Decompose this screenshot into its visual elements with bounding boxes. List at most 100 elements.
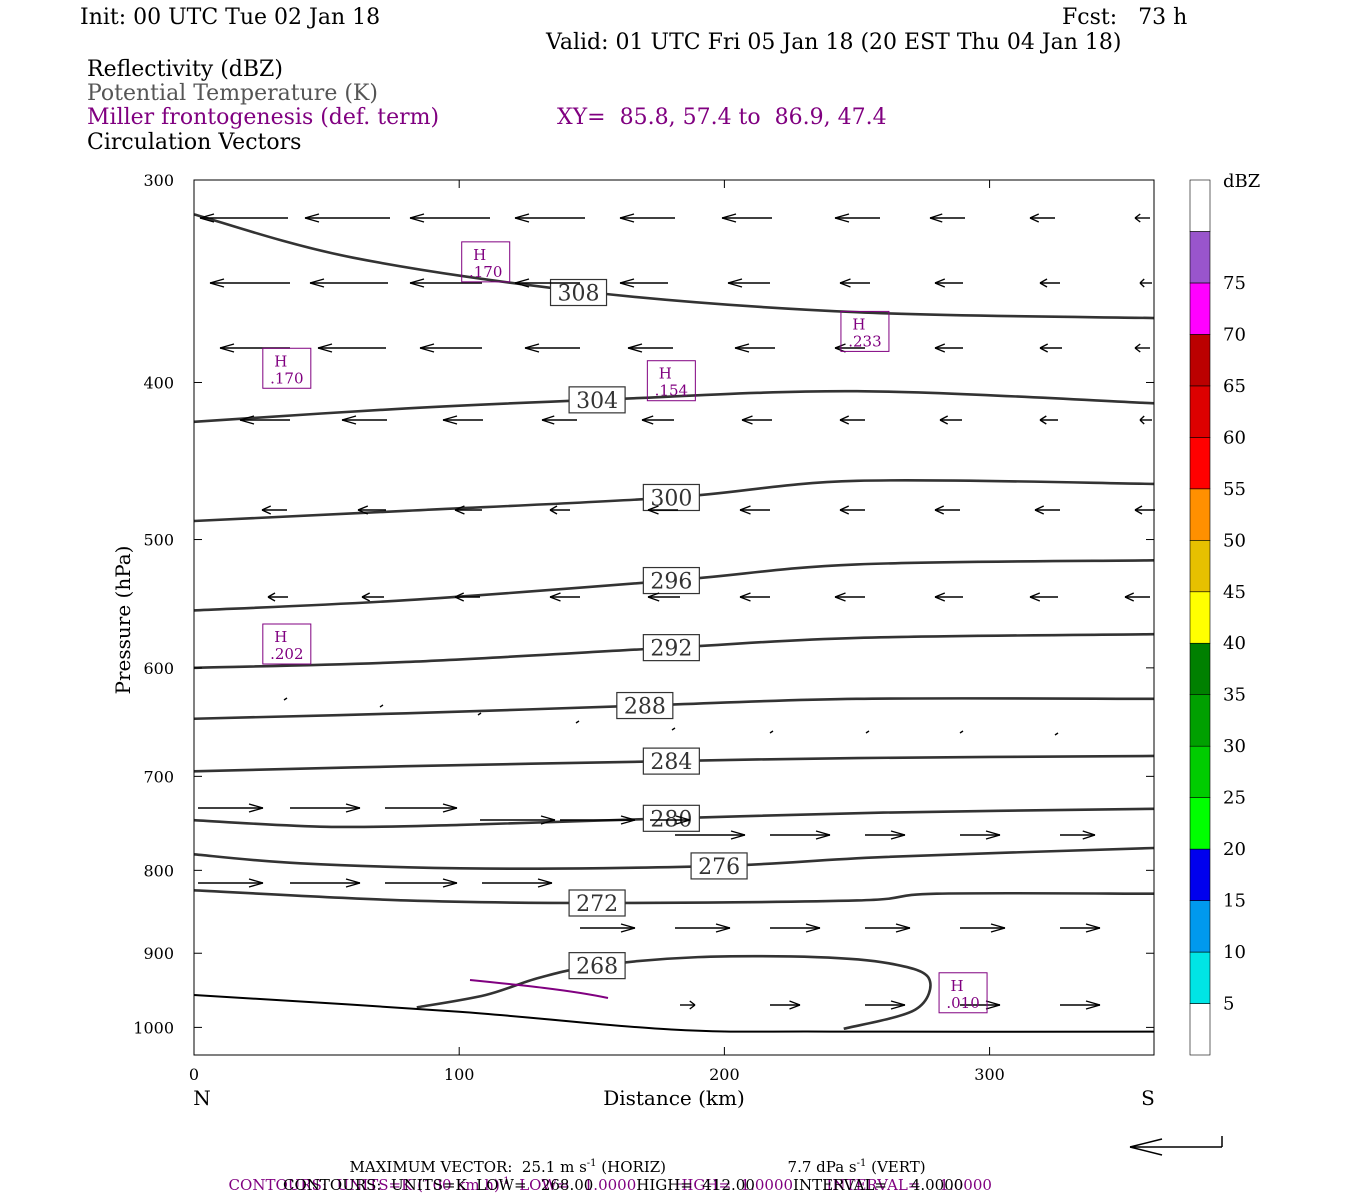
- field-frontogenesis: Miller frontogenesis (def. term): [87, 105, 440, 130]
- vector-head: [715, 923, 731, 929]
- colorbar-swatch: [1189, 488, 1211, 541]
- vector-head: [261, 505, 272, 511]
- maxima-letter: H: [951, 977, 964, 995]
- vector-head: [620, 927, 636, 933]
- vector-head: [815, 834, 831, 840]
- vector-head: [619, 278, 635, 284]
- vector-head: [934, 282, 946, 288]
- vector-small: [959, 730, 964, 734]
- maxima-value: .170: [469, 263, 502, 281]
- y-tick-label: 600: [143, 659, 174, 678]
- theta-contour-272: [193, 888, 1155, 905]
- vector-head: [1139, 278, 1145, 284]
- vector-head: [815, 830, 831, 836]
- vector-head: [890, 830, 906, 836]
- vector-head: [341, 419, 357, 425]
- vector-head: [929, 213, 943, 219]
- y-tick-label: 300: [143, 171, 174, 190]
- vector-head: [419, 347, 435, 353]
- maxima-box: [262, 347, 312, 389]
- max-vector-vert: 7.7 dPa s: [787, 1158, 857, 1176]
- vector-head: [248, 882, 264, 888]
- vector-head: [789, 1000, 801, 1006]
- vector-head: [834, 217, 850, 223]
- colorbar-swatch: [1189, 745, 1211, 798]
- vector-head: [537, 882, 553, 888]
- vector-head: [345, 882, 361, 888]
- vector-head: [1034, 505, 1045, 511]
- vector-head: [514, 278, 530, 284]
- vector-head: [1039, 415, 1047, 421]
- maxima-box: [262, 623, 312, 665]
- vector-head: [805, 923, 821, 929]
- vector-head: [1134, 343, 1141, 349]
- vector-head: [839, 282, 851, 288]
- theta-label-box: [642, 634, 700, 662]
- vector-head: [199, 213, 215, 219]
- vector-head: [514, 213, 530, 219]
- vector-head: [357, 505, 369, 511]
- vector-head: [537, 878, 553, 884]
- vector-head: [834, 343, 846, 349]
- vector-head: [934, 278, 946, 284]
- vector-head: [985, 830, 1001, 836]
- vector-head: [1085, 1000, 1101, 1006]
- theta-contour-268: [416, 954, 932, 1031]
- vector-head: [739, 505, 751, 511]
- vector-head: [419, 343, 435, 349]
- vector-head: [647, 505, 659, 511]
- theta-label-box: [690, 852, 748, 880]
- vector-head: [1034, 509, 1045, 515]
- vector-head: [939, 415, 949, 421]
- vector-head: [304, 213, 320, 219]
- vector-head: [1039, 278, 1048, 284]
- theta-label-284: 284: [650, 750, 692, 775]
- y-tick-label: 1000: [133, 1018, 174, 1037]
- vector-head: [839, 505, 850, 511]
- maxima-value: .010: [946, 994, 979, 1012]
- vector-head: [619, 282, 635, 288]
- maxima-letter: H: [274, 628, 287, 646]
- vector-head: [619, 217, 635, 223]
- vector-head: [267, 592, 276, 598]
- vector-head: [805, 927, 821, 933]
- vector-head: [1085, 927, 1101, 933]
- vector-head: [620, 923, 636, 929]
- vector-head: [730, 830, 746, 836]
- vector-head: [620, 819, 636, 825]
- vector-head: [895, 927, 911, 933]
- vector-head: [1039, 343, 1049, 349]
- axes: 300 400 500 600 700 800 900 1000 0 100 200 300: [133, 171, 1154, 1084]
- vector-head: [357, 509, 369, 515]
- colorbar-label: 70: [1223, 324, 1246, 345]
- maxima-value: .154: [655, 382, 688, 400]
- vector-small: [575, 720, 580, 724]
- theta-label-box: [642, 483, 700, 512]
- vector-head: [890, 1000, 906, 1006]
- vector-head: [1134, 509, 1143, 515]
- vector-head: [304, 217, 320, 223]
- vector-head: [739, 509, 751, 515]
- vector-head: [689, 1004, 696, 1010]
- vector-head: [1134, 213, 1141, 219]
- colorbar-swatch: [1189, 179, 1211, 232]
- vector-head: [1124, 596, 1135, 602]
- vector-head: [361, 596, 371, 602]
- y-tick-label: 500: [143, 531, 174, 550]
- vector-head: [209, 282, 225, 288]
- vector-head: [442, 419, 458, 425]
- contours1-text: CONTOURS: UNITS=K (100 km h): [228, 1176, 500, 1194]
- colorbar-label: 60: [1223, 427, 1246, 448]
- theta-label-300: 300: [650, 486, 692, 511]
- y-tick-label: 800: [143, 861, 174, 880]
- colorbar-swatch: [1189, 282, 1211, 335]
- vector-head: [839, 278, 851, 284]
- theta-label-304: 304: [576, 389, 618, 414]
- colorbar-label: 25: [1223, 788, 1246, 809]
- vector-head: [834, 213, 850, 219]
- vector-head: [317, 347, 333, 353]
- colorbar-swatch: [1189, 642, 1211, 696]
- max-vector-text: MAXIMUM VECTOR: 25.1 m s: [349, 1158, 587, 1176]
- theta-label-box: [642, 747, 700, 775]
- vector-head: [261, 509, 272, 515]
